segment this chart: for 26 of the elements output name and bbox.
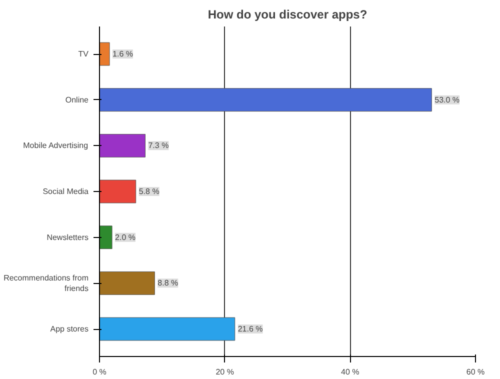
y-tick-label: Online bbox=[65, 95, 90, 104]
bar bbox=[100, 134, 146, 158]
y-tick-label: App stores bbox=[50, 324, 89, 334]
data-label: 5.8 % bbox=[138, 187, 160, 196]
y-tick-label: Newsletters bbox=[46, 232, 89, 242]
chart-title: How do you discover apps? bbox=[208, 8, 368, 22]
data-label: 8.8 % bbox=[158, 278, 178, 288]
data-label: 21.6 % bbox=[238, 324, 263, 334]
x-tick-label: 40 % bbox=[341, 368, 360, 376]
bar bbox=[100, 226, 112, 250]
y-tick-label: Mobile Advertising bbox=[23, 141, 88, 150]
bar bbox=[100, 180, 136, 204]
bar bbox=[100, 317, 236, 341]
y-tick-label: TV bbox=[78, 50, 90, 58]
x-tick-label: 60 % bbox=[466, 368, 485, 376]
data-label: 2.0 % bbox=[115, 232, 136, 242]
data-label: 7.3 % bbox=[148, 141, 169, 150]
bar bbox=[100, 88, 432, 112]
x-tick-label: 0 % bbox=[92, 368, 106, 376]
bar bbox=[100, 271, 155, 295]
bar bbox=[100, 42, 110, 66]
y-tick-label: Recommendations from friends bbox=[4, 273, 89, 294]
y-tick-label: Social Media bbox=[42, 187, 90, 196]
x-tick-label: 20 % bbox=[216, 368, 234, 376]
data-label: 53.0 % bbox=[434, 95, 460, 104]
data-label: 1.6 % bbox=[112, 50, 133, 58]
